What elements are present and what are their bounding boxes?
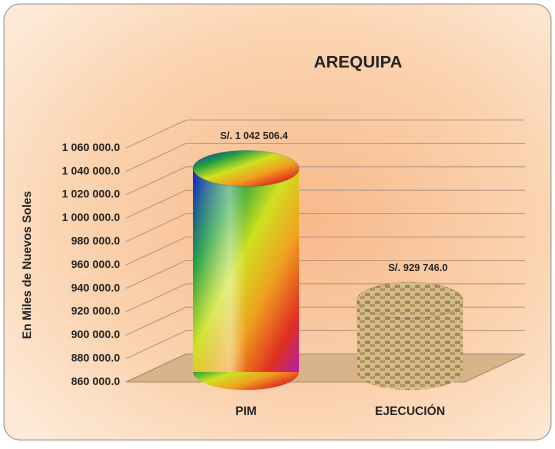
y-tick-label: 940 000.0	[71, 282, 120, 294]
y-tick-label: 880 000.0	[71, 353, 120, 365]
y-tick-label: 980 000.0	[71, 236, 120, 248]
value-label: S/. 929 746.0	[388, 263, 448, 274]
x-tick-label: EJECUCIÓN	[375, 403, 445, 418]
plot: 860 000.0 880 000.0 900 000.0 920 000.0 940 …	[62, 119, 526, 418]
cylinder-top	[356, 281, 464, 319]
y-tick-label: 860 000.0	[71, 376, 120, 388]
floor	[125, 353, 526, 383]
grid-line	[125, 236, 525, 266]
y-tick-label: 960 000.0	[71, 259, 120, 271]
y-tick-label: 1 040 000.0	[62, 165, 120, 177]
grid-line	[125, 189, 525, 219]
x-tick-label: PIM	[235, 404, 256, 418]
grid-line	[125, 119, 525, 149]
grid-line	[125, 166, 525, 196]
value-label: S/. 1 042 506.4	[220, 131, 288, 142]
y-tick-label: 920 000.0	[71, 306, 120, 318]
grid-line	[125, 142, 525, 172]
cylinder-top	[192, 149, 300, 187]
y-tick-label: 1 000 000.0	[62, 212, 120, 224]
y-tick-label: 1 060 000.0	[62, 142, 120, 154]
bar-shine	[193, 168, 299, 372]
y-tick-label: 1 020 000.0	[62, 189, 120, 201]
y-tick-label: 900 000.0	[71, 329, 120, 341]
grid-line	[125, 259, 525, 289]
grid-line	[125, 213, 525, 242]
y-axis-label: En Miles de Nuevos Soles	[20, 191, 34, 339]
chart-title: AREQUIPA	[314, 52, 402, 71]
